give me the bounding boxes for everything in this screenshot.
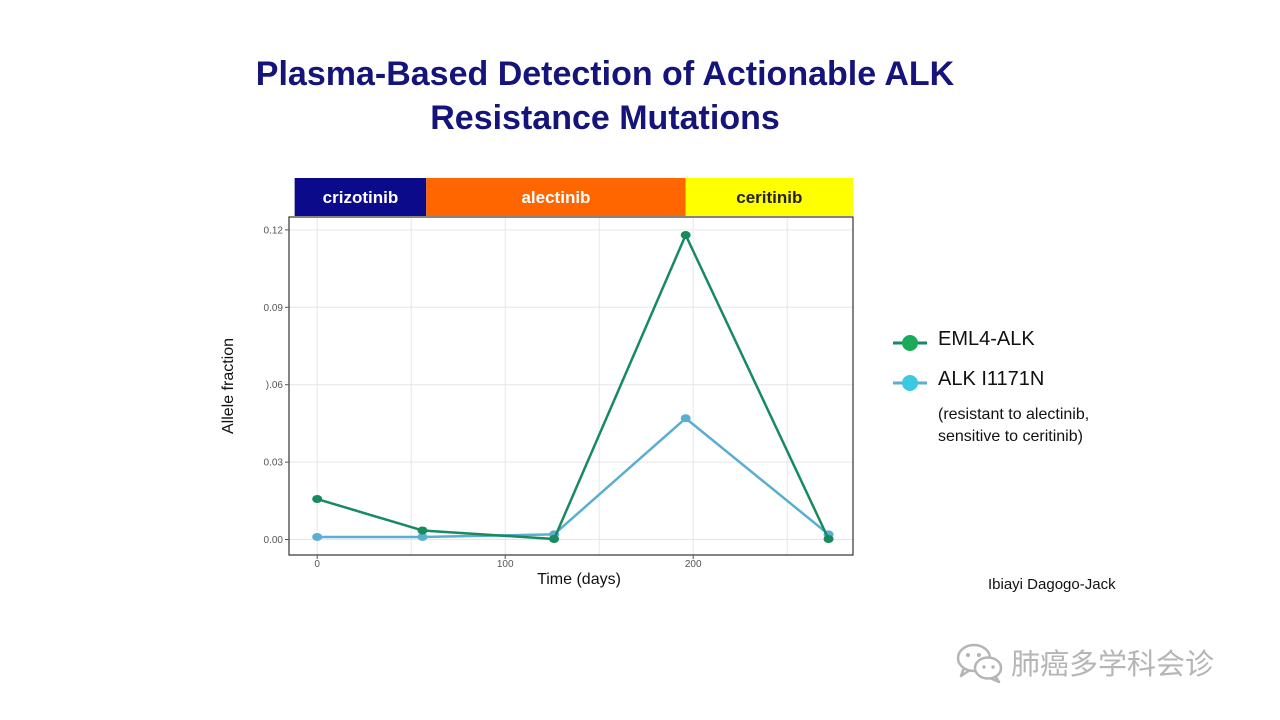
treatment-band-label-alectinib: alectinib [521,188,590,207]
plot-panel-border [288,216,854,556]
legend-note-line-2: sensitive to ceritinib) [938,428,1083,445]
title-line-1: Plasma-Based Detection of Actionable ALK [255,55,955,93]
series-line-alk-i1171n [317,417,830,539]
watermark-text: 肺癌多学科会诊 [1011,647,1215,681]
treatment-band-alectinib [426,178,686,216]
legend-note: (resistant to alectinib, sensitive to ce… [938,404,1089,448]
treatment-band-label-crizotinib: crizotinib [323,188,399,207]
legend-swatch-eml4-alk [893,335,927,351]
legend-swatch-alk-i1171n [893,375,927,391]
treatment-band-ceritinib [685,178,853,216]
data-point-eml4-alk [417,526,428,535]
y-tick-label: ).06 [266,380,284,391]
legend-note-line-1: (resistant to alectinib, [938,406,1090,423]
watermark: 肺癌多学科会诊 [955,640,1214,684]
y-tick-label: 0.00 [264,535,284,546]
y-axis-title: Allele fraction [220,338,237,434]
x-tick-label: 0 [314,559,320,570]
data-point-eml4-alk [549,535,560,544]
chart-legend: EML4-ALK ALK I1171N [893,324,1193,404]
title-line-2: Resistance Mutations [430,99,780,137]
treatment-band-label-ceritinib: ceritinib [736,188,802,207]
data-point-eml4-alk [823,535,834,544]
page-title: Plasma-Based Detection of Actionable ALK… [180,52,1030,140]
author-credit: Ibiayi Dagogo-Jack [988,576,1116,593]
wechat-icon [956,643,1003,684]
legend-swatch-dot [902,375,918,391]
data-point-eml4-alk [312,495,323,504]
data-point-alk-i1171n [680,414,691,423]
y-tick-label: 0.12 [264,225,284,236]
series-line-eml4-alk [316,233,830,541]
data-point-eml4-alk [680,231,691,240]
legend-swatch-dot [902,335,918,351]
legend-item-alk-i1171n: ALK I1171N [893,364,1193,404]
x-tick-label: 100 [497,559,514,570]
y-tick-label: 0.09 [264,303,284,314]
legend-label-eml4-alk: EML4-ALK [938,328,1035,350]
x-axis-title: Time (days) [537,571,621,588]
x-tick-label: 200 [685,559,702,570]
data-point-alk-i1171n [312,532,323,541]
treatment-band-crizotinib [294,178,427,216]
legend-label-alk-i1171n: ALK I1171N [938,368,1045,390]
legend-item-eml4-alk: EML4-ALK [893,324,1193,364]
data-point-alk-i1171n [417,532,428,541]
y-tick-label: 0.03 [264,458,284,469]
